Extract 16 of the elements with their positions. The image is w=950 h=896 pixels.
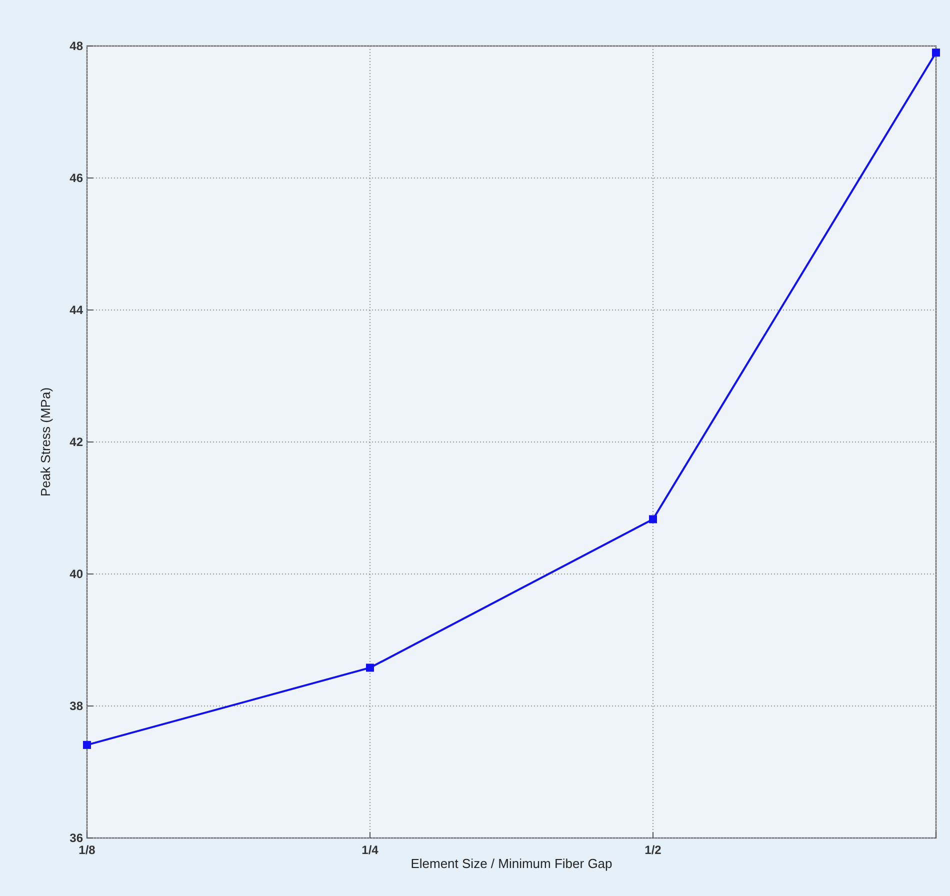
y-tick-label: 46: [70, 171, 84, 186]
x-tick-label: 1/8: [78, 843, 96, 857]
x-tick-label: 1/4: [362, 843, 379, 857]
point: [649, 515, 657, 524]
y-tick-label: 42: [70, 435, 84, 450]
x-axis-title: Element Size / Minimum Fiber Gap: [410, 856, 612, 871]
y-tick-label: 44: [70, 303, 84, 318]
y-tick-label: 48: [70, 39, 84, 54]
y-axis-title: Peak Stress (MPa): [38, 387, 53, 497]
x-tick-label: 1/2: [644, 843, 662, 857]
y-tick-label: 38: [70, 699, 84, 714]
y-tick-label: 36: [70, 831, 84, 846]
point: [932, 48, 940, 57]
point: [366, 664, 374, 672]
point: [83, 740, 91, 749]
y-tick-label: 40: [70, 567, 84, 582]
